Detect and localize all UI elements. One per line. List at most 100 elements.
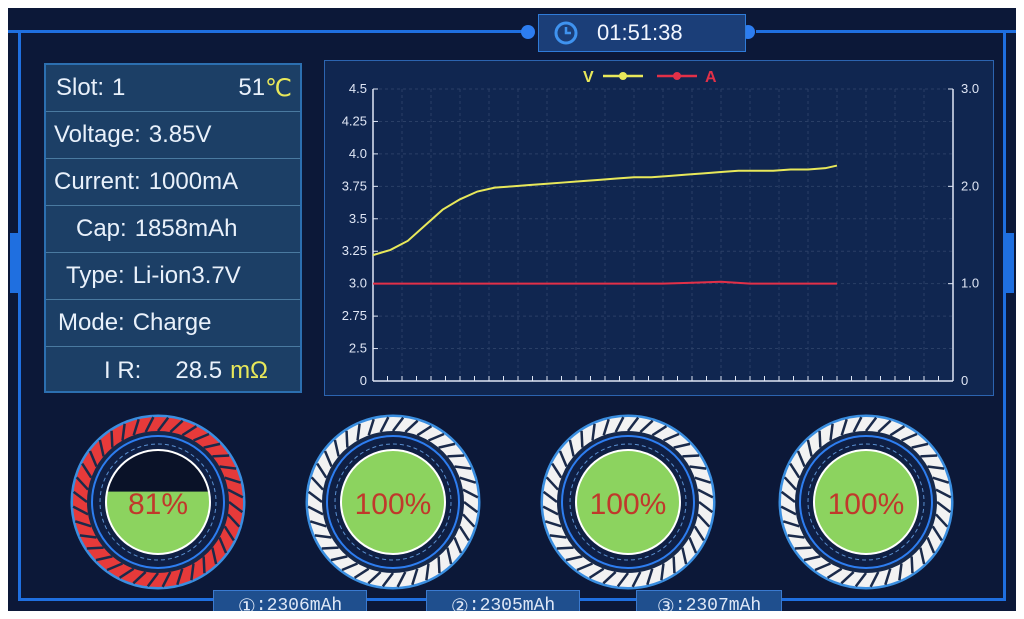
gauge-hatch xyxy=(663,432,680,442)
temperature-value: 51 xyxy=(238,74,266,101)
gauge-hatch xyxy=(602,571,617,585)
gauge-hatch xyxy=(556,546,574,550)
left-tick-label: 3.25 xyxy=(342,243,367,258)
gauge-hatch xyxy=(651,425,668,437)
gauge-hatch xyxy=(321,546,339,550)
gauge-hatch xyxy=(146,572,159,588)
left-tick-label: 4.5 xyxy=(349,81,367,96)
gauge-hatch xyxy=(307,505,324,516)
gauge-hatch xyxy=(673,442,691,449)
gauge-hatch xyxy=(323,450,333,467)
type-label: Type: xyxy=(66,262,125,289)
right-tick-label: 1.0 xyxy=(961,276,979,291)
gauge-hatch xyxy=(219,465,237,470)
gauge-hatch xyxy=(697,488,714,499)
mode-row: Mode: Charge xyxy=(46,300,300,347)
current-row: Current: 1000mA xyxy=(46,159,300,206)
gauge-hatch xyxy=(796,450,806,467)
left-tick-label: 2.5 xyxy=(349,341,367,356)
gauge-hatch xyxy=(877,419,892,433)
gauge-hatch xyxy=(783,476,797,491)
current-line xyxy=(373,280,837,285)
clock-left-dot xyxy=(521,25,535,39)
gauge-hatch xyxy=(404,419,419,433)
gauge-hatch xyxy=(98,439,105,457)
capacity-number-1: ① xyxy=(237,594,256,611)
left-tick-label: 4.0 xyxy=(349,146,367,161)
slot-gauge-3: 100% xyxy=(540,414,716,590)
gauge-hatch xyxy=(316,462,328,479)
gauge-hatch xyxy=(780,490,796,503)
gauge-hatch xyxy=(588,567,605,579)
type-value: Li-ion3.7V xyxy=(132,262,241,289)
capacity-text-2: 2305mAh xyxy=(479,596,556,611)
voltage-line xyxy=(372,164,838,257)
gauge-hatch xyxy=(932,476,950,484)
gauge-hatch xyxy=(345,430,349,448)
gauge-hatch xyxy=(218,537,228,554)
current-label: Current: xyxy=(54,168,141,195)
gauge-hatch xyxy=(840,571,855,585)
gauge-hatch xyxy=(72,490,88,503)
right-tick-label: 2.0 xyxy=(961,178,979,193)
gauge-hatch xyxy=(110,430,114,448)
gauge-fill-level xyxy=(341,450,445,554)
capacity-number-2: ② xyxy=(450,594,469,611)
gauge-fill-border xyxy=(105,449,211,555)
mode-value: Charge xyxy=(132,309,212,336)
gauge-hatch xyxy=(919,547,926,565)
gauge-hatch xyxy=(88,450,98,467)
gauge-hatch xyxy=(161,571,172,588)
gauge-hatch xyxy=(227,488,244,499)
gauge-hatch xyxy=(190,563,195,581)
gauge-hatch xyxy=(854,572,867,588)
capacity-separator-2: : xyxy=(468,596,480,611)
gauge-hatch xyxy=(381,572,394,588)
gauge-hatch xyxy=(591,423,596,441)
gauge-percent-text: 100% xyxy=(828,488,905,521)
gauge-hatch xyxy=(411,568,419,586)
gauge-hatch xyxy=(688,537,698,554)
frame-top-right-line xyxy=(756,30,1016,33)
gauge-hatch xyxy=(840,418,848,436)
gauge-hatch xyxy=(576,562,593,572)
gauge-hatch xyxy=(462,513,476,528)
gauge-hatch xyxy=(549,534,567,539)
gauge-hatch xyxy=(631,571,642,588)
left-tick-label: 4.25 xyxy=(342,113,367,128)
gauge-hatch xyxy=(803,555,821,562)
gauge-hatch xyxy=(176,568,184,586)
gauge-hatch xyxy=(95,555,113,562)
gauge-hatch xyxy=(794,546,812,550)
gauge-fill-level xyxy=(814,450,918,554)
gauge-hatch xyxy=(580,430,584,448)
slot-gauge-4: 100% xyxy=(778,414,954,590)
gauge-hatch xyxy=(545,476,559,491)
voltage-label: Voltage: xyxy=(54,121,141,148)
gauge-hatch xyxy=(223,525,235,542)
gauge-hatch xyxy=(157,416,170,432)
gauge-hatch xyxy=(181,425,198,437)
capacity-text-3: 2307mAh xyxy=(685,596,762,611)
gauge-hatch xyxy=(227,513,241,528)
gauge-color-ring xyxy=(543,417,713,587)
gauge-hatch xyxy=(693,525,705,542)
ir-label: I R: xyxy=(104,356,142,384)
gauge-hatch xyxy=(927,465,945,470)
gauge-hatch xyxy=(818,430,822,448)
capacity-box-1: ① : 2306mAh xyxy=(213,590,367,611)
gauge-hatch xyxy=(86,546,104,550)
slot-gauge-2: 100% xyxy=(305,414,481,590)
capacity-value: 1858mAh xyxy=(134,215,238,242)
gauge-dashed-ring xyxy=(569,443,687,561)
left-tick-label: 3.5 xyxy=(349,211,367,226)
gauge-hatch xyxy=(463,501,479,514)
gauge-hatch xyxy=(931,525,943,542)
gauge-hatch xyxy=(309,520,327,528)
slot-row: Slot: 1 51 ℃ xyxy=(46,65,300,112)
gauge-hatch xyxy=(889,425,906,437)
gauge-hatch xyxy=(646,568,654,586)
legend-v-label: V xyxy=(583,69,594,86)
gauge-hatch xyxy=(224,476,242,484)
gauge-hatch xyxy=(314,534,332,539)
